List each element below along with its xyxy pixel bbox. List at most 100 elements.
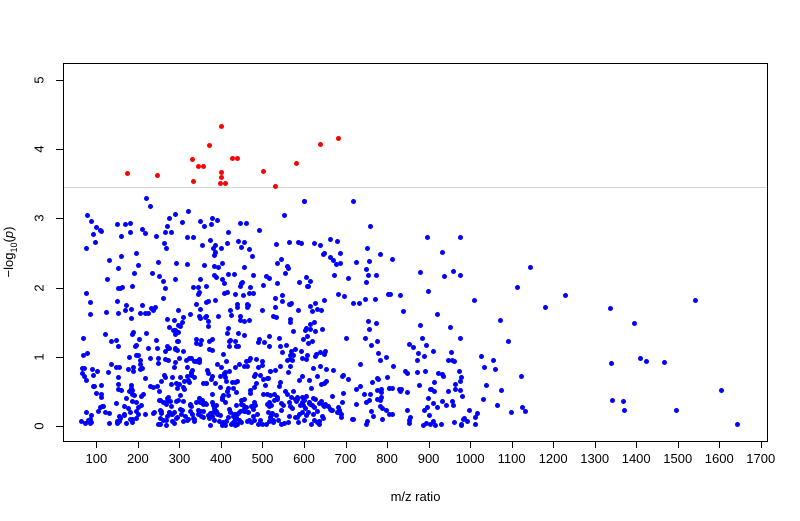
data-point — [156, 259, 162, 265]
data-point — [89, 412, 95, 418]
data-point — [164, 343, 170, 349]
data-point — [209, 413, 215, 419]
data-point — [198, 218, 203, 224]
data-point — [230, 156, 236, 162]
data-point — [143, 196, 149, 202]
data-point — [272, 184, 278, 190]
data-point — [123, 420, 129, 426]
data-point — [417, 269, 423, 275]
data-point — [133, 344, 139, 350]
data-point — [306, 410, 312, 416]
data-point — [379, 387, 385, 393]
data-point — [276, 336, 282, 342]
data-point — [184, 235, 190, 241]
data-point — [273, 315, 279, 321]
data-point — [439, 249, 445, 255]
data-point — [196, 292, 202, 298]
data-point — [491, 357, 497, 363]
data-point — [226, 343, 232, 349]
data-point — [237, 317, 243, 323]
data-point — [130, 368, 136, 374]
data-point — [128, 316, 134, 322]
data-point — [304, 334, 310, 340]
data-point — [674, 407, 680, 413]
data-point — [293, 347, 299, 353]
data-point — [157, 388, 163, 394]
data-point — [255, 422, 261, 428]
data-point — [314, 373, 320, 379]
data-point — [313, 397, 319, 403]
data-point — [93, 390, 99, 396]
data-point — [285, 392, 291, 398]
data-point — [252, 374, 258, 380]
data-point — [201, 163, 207, 169]
data-point — [181, 349, 187, 355]
data-point — [197, 395, 203, 401]
data-point — [163, 375, 169, 381]
data-point — [286, 369, 292, 375]
data-point — [380, 405, 386, 411]
y-axis-title-minus: − — [1, 269, 17, 278]
data-point — [249, 253, 255, 259]
data-point — [415, 351, 421, 357]
data-point — [366, 398, 372, 404]
data-point — [610, 397, 616, 403]
data-point — [349, 417, 355, 423]
data-point — [173, 260, 179, 266]
data-point — [226, 393, 232, 399]
data-point — [230, 380, 236, 386]
data-point — [163, 418, 169, 424]
data-point — [91, 231, 97, 237]
data-point — [218, 364, 224, 370]
data-point — [293, 415, 299, 421]
data-point — [212, 253, 218, 259]
data-point — [365, 245, 371, 251]
data-point — [209, 374, 215, 380]
data-point — [431, 389, 437, 394]
data-point — [185, 208, 191, 214]
data-point — [239, 419, 245, 425]
data-point — [357, 300, 363, 306]
data-point — [234, 390, 240, 396]
data-point — [214, 411, 220, 417]
data-point — [446, 389, 452, 395]
data-point — [130, 388, 136, 394]
data-point — [194, 341, 200, 347]
data-point — [226, 369, 232, 375]
y-axis-tick-label: 3 — [31, 214, 47, 223]
data-point — [175, 397, 181, 403]
data-point — [89, 219, 95, 225]
data-point — [388, 292, 394, 298]
data-point — [138, 402, 144, 408]
data-point — [339, 415, 345, 421]
data-point — [115, 419, 121, 425]
data-point — [154, 384, 160, 390]
data-point — [224, 378, 229, 384]
data-point — [404, 370, 410, 376]
data-point — [269, 402, 275, 408]
data-point — [493, 366, 499, 372]
data-point — [224, 419, 230, 425]
data-point — [190, 235, 196, 241]
data-point — [472, 298, 478, 304]
data-point — [279, 257, 285, 263]
data-point — [251, 385, 257, 391]
data-point — [154, 172, 160, 178]
data-point — [148, 204, 154, 210]
data-point — [197, 313, 203, 319]
data-point — [246, 410, 252, 416]
data-point — [194, 337, 200, 343]
data-point — [289, 395, 295, 401]
data-point — [115, 375, 121, 381]
data-point — [519, 404, 525, 410]
data-point — [404, 389, 410, 395]
data-point — [318, 349, 324, 355]
data-point — [169, 375, 175, 381]
data-point — [130, 399, 136, 405]
data-point — [173, 331, 179, 337]
data-point — [85, 417, 91, 423]
data-point — [184, 373, 190, 379]
x-axis-tick — [719, 441, 721, 448]
data-point — [449, 399, 455, 405]
data-point — [139, 393, 145, 399]
